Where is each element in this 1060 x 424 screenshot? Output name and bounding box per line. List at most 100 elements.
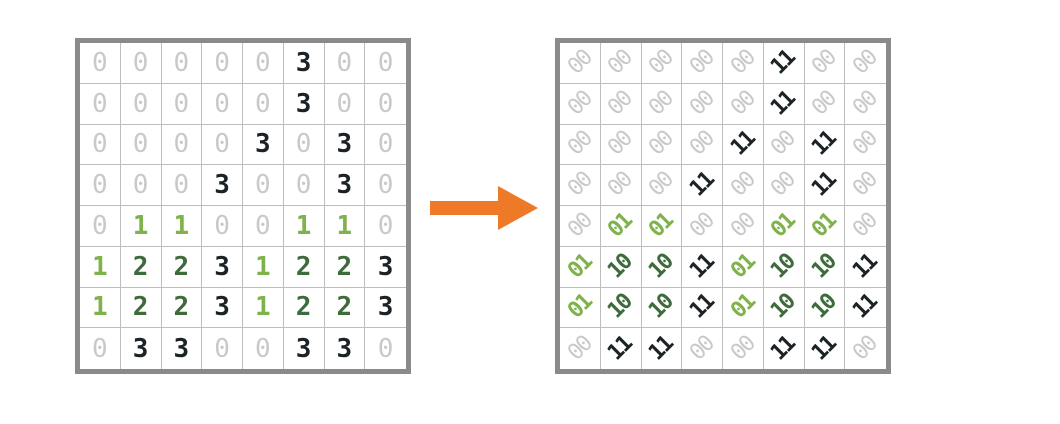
grid-cell: 00	[845, 125, 886, 166]
grid-cell: 0	[202, 124, 243, 166]
cell-value: 0	[92, 170, 108, 201]
cell-value: 2	[132, 292, 149, 323]
cell-value: 3	[377, 251, 394, 282]
grid-cell: 0	[202, 328, 243, 369]
cell-value: 3	[214, 292, 230, 323]
grid-cell: 01	[641, 206, 683, 247]
grid-cell: 3	[283, 83, 325, 125]
grid-cell: 0	[365, 43, 406, 84]
grid-cell: 11	[805, 328, 846, 369]
grid-cell: 01	[763, 206, 805, 247]
cell-value: 3	[295, 88, 312, 119]
cell-value: 3	[336, 129, 353, 160]
grid-cell: 0	[161, 124, 203, 166]
grid-cell: 01	[723, 246, 764, 288]
grid-cell: 11	[845, 247, 886, 288]
grid-cell: 11	[845, 288, 886, 329]
cell-value: 01	[766, 208, 801, 243]
cell-value: 2	[295, 292, 312, 323]
grid-cell: 3	[365, 247, 406, 288]
cell-value: 10	[807, 249, 841, 284]
cell-value: 11	[684, 290, 719, 324]
grid-cell: 11	[804, 124, 846, 166]
grid-cell: 0	[120, 43, 162, 84]
grid-cell: 00	[845, 84, 886, 125]
output-grid: 00 00 00 00 00 11 00 00 00 00 00 00 00 11 00 00 00 00 00 00…	[555, 38, 891, 374]
cell-value: 1	[336, 210, 353, 241]
cell-value: 11	[725, 127, 760, 161]
cell-value: 0	[377, 47, 394, 78]
cell-value: 0	[92, 88, 108, 119]
grid-cell: 0	[283, 124, 325, 166]
cell-value: 00	[725, 331, 760, 366]
grid-cell: 00	[560, 124, 601, 166]
grid-cell: 2	[283, 287, 325, 329]
cell-value: 00	[684, 208, 719, 243]
grid-cell: 00	[723, 165, 764, 206]
grid-cell: 3	[202, 287, 243, 329]
grid-cell: 0	[80, 165, 121, 206]
cell-value: 00	[684, 127, 719, 161]
cell-value: 1	[173, 210, 190, 241]
cell-value: 11	[603, 331, 638, 366]
grid-cell: 0	[243, 328, 284, 369]
cell-value: 11	[807, 167, 841, 202]
cell-value: 00	[766, 127, 801, 161]
grid-cell: 00	[641, 124, 683, 166]
cell-value: 11	[766, 86, 801, 121]
cell-value: 2	[336, 292, 353, 323]
grid-cell: 2	[161, 246, 203, 288]
grid-cell: 00	[845, 43, 886, 84]
grid-cell: 3	[325, 328, 366, 369]
cell-value: 2	[173, 292, 190, 323]
grid-cell: 00	[845, 206, 886, 247]
cell-value: 01	[725, 249, 760, 284]
grid-cell: 00	[600, 124, 642, 166]
grid-cell: 2	[120, 287, 162, 329]
cell-value: 00	[562, 127, 597, 161]
grid-cell: 3	[324, 124, 366, 166]
grid-cell: 0	[365, 328, 406, 369]
grid-cell: 00	[763, 165, 805, 206]
cell-value: 11	[848, 290, 883, 324]
cell-value: 01	[807, 208, 841, 243]
grid-cell: 1	[283, 206, 325, 247]
cell-value: 3	[214, 251, 230, 282]
grid-cell: 11	[682, 246, 723, 288]
cell-value: 0	[92, 210, 108, 241]
grid-cell: 00	[641, 83, 683, 125]
cell-value: 10	[766, 290, 801, 324]
grid-cell: 0	[365, 84, 406, 125]
cell-value: 00	[848, 45, 883, 80]
cell-value: 0	[214, 333, 230, 364]
cell-value: 0	[173, 170, 190, 201]
grid-cell: 10	[641, 246, 683, 288]
cell-value: 00	[848, 331, 883, 366]
cell-value: 0	[214, 88, 230, 119]
cell-value: 00	[644, 86, 678, 121]
grid-cell: 00	[560, 206, 601, 247]
cell-value: 00	[848, 127, 883, 161]
grid-cell: 11	[682, 165, 723, 206]
cell-value: 11	[766, 45, 801, 80]
cell-value: 0	[255, 210, 271, 241]
grid-cell: 0	[243, 165, 284, 206]
cell-value: 3	[173, 333, 190, 364]
grid-cell: 01	[804, 206, 846, 247]
cell-value: 0	[377, 170, 394, 201]
grid-cell: 10	[600, 246, 642, 288]
cell-value: 00	[562, 86, 597, 121]
cell-value: 10	[766, 249, 801, 284]
cell-value: 11	[848, 249, 883, 284]
grid-cell: 1	[120, 206, 162, 247]
cell-value: 11	[684, 249, 719, 284]
grid-cell: 1	[161, 206, 203, 247]
cell-value: 0	[173, 88, 190, 119]
grid-cell: 3	[284, 328, 325, 369]
grid-cell: 3	[202, 246, 243, 288]
grid-cell: 0	[202, 43, 243, 84]
cell-value: 0	[377, 210, 394, 241]
cell-value: 11	[766, 331, 801, 366]
grid-cell: 0	[283, 165, 325, 206]
grid-cell: 0	[80, 83, 121, 125]
